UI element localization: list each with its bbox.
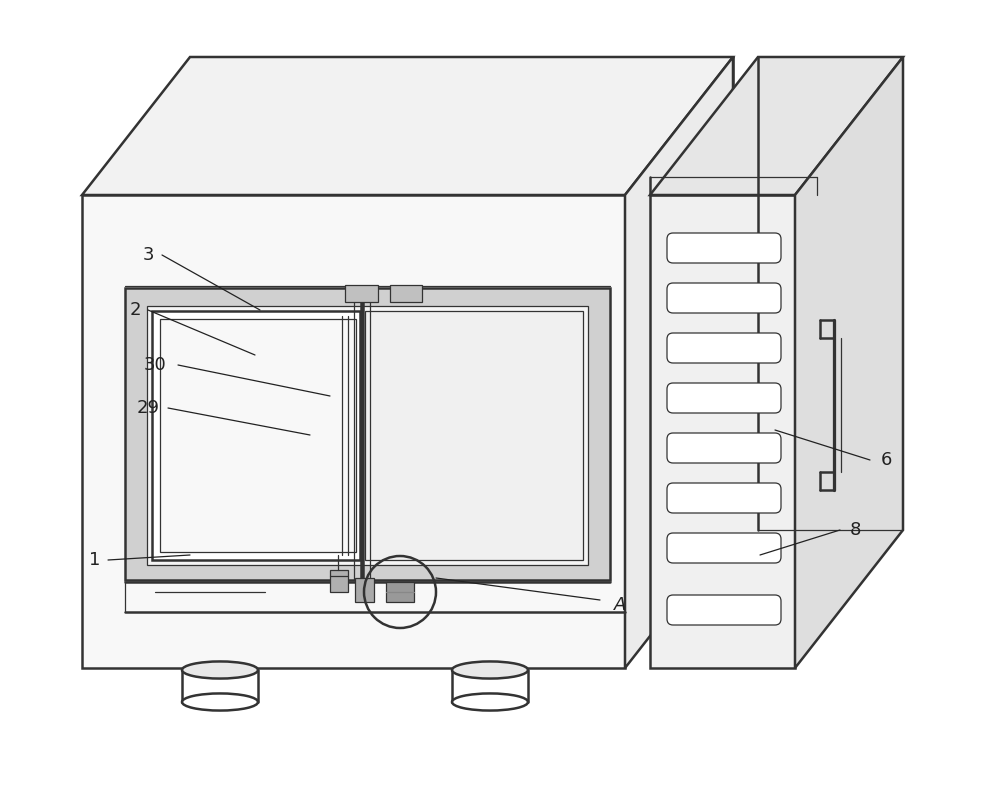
Polygon shape [390,285,422,302]
Polygon shape [795,57,903,668]
Polygon shape [82,195,625,668]
Polygon shape [386,582,414,602]
Ellipse shape [182,661,258,679]
Polygon shape [625,57,733,668]
Polygon shape [160,319,356,552]
FancyBboxPatch shape [667,595,781,625]
Polygon shape [152,311,360,560]
Ellipse shape [452,694,528,710]
Polygon shape [650,195,795,668]
FancyBboxPatch shape [667,233,781,263]
Text: 6: 6 [880,451,892,469]
FancyBboxPatch shape [667,383,781,413]
Ellipse shape [452,661,528,679]
Text: 3: 3 [142,246,154,264]
Text: 29: 29 [137,399,160,417]
Text: 1: 1 [89,551,101,569]
FancyBboxPatch shape [667,333,781,363]
Polygon shape [125,288,610,580]
FancyBboxPatch shape [667,433,781,463]
Polygon shape [365,311,583,560]
Polygon shape [330,570,348,592]
Polygon shape [650,57,903,195]
FancyBboxPatch shape [667,533,781,563]
Polygon shape [82,57,733,195]
Polygon shape [147,306,588,565]
Text: 2: 2 [129,301,141,319]
Text: 30: 30 [144,356,166,374]
Text: 8: 8 [849,521,861,539]
Text: A: A [614,596,626,614]
Ellipse shape [182,694,258,710]
FancyBboxPatch shape [667,483,781,513]
Polygon shape [355,578,374,602]
FancyBboxPatch shape [667,283,781,313]
Polygon shape [345,285,378,302]
